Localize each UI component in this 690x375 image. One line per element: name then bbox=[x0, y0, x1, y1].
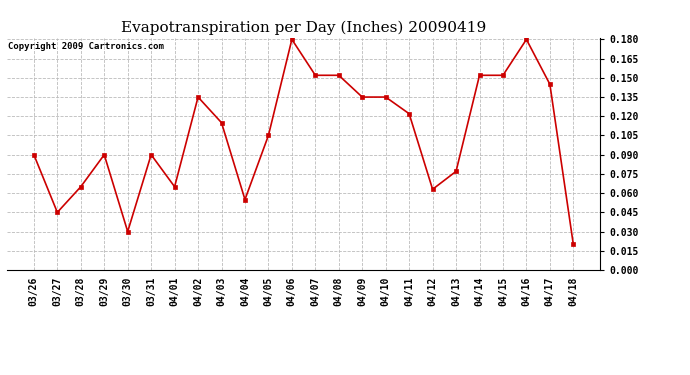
Title: Evapotranspiration per Day (Inches) 20090419: Evapotranspiration per Day (Inches) 2009… bbox=[121, 21, 486, 35]
Text: Copyright 2009 Cartronics.com: Copyright 2009 Cartronics.com bbox=[8, 42, 164, 51]
